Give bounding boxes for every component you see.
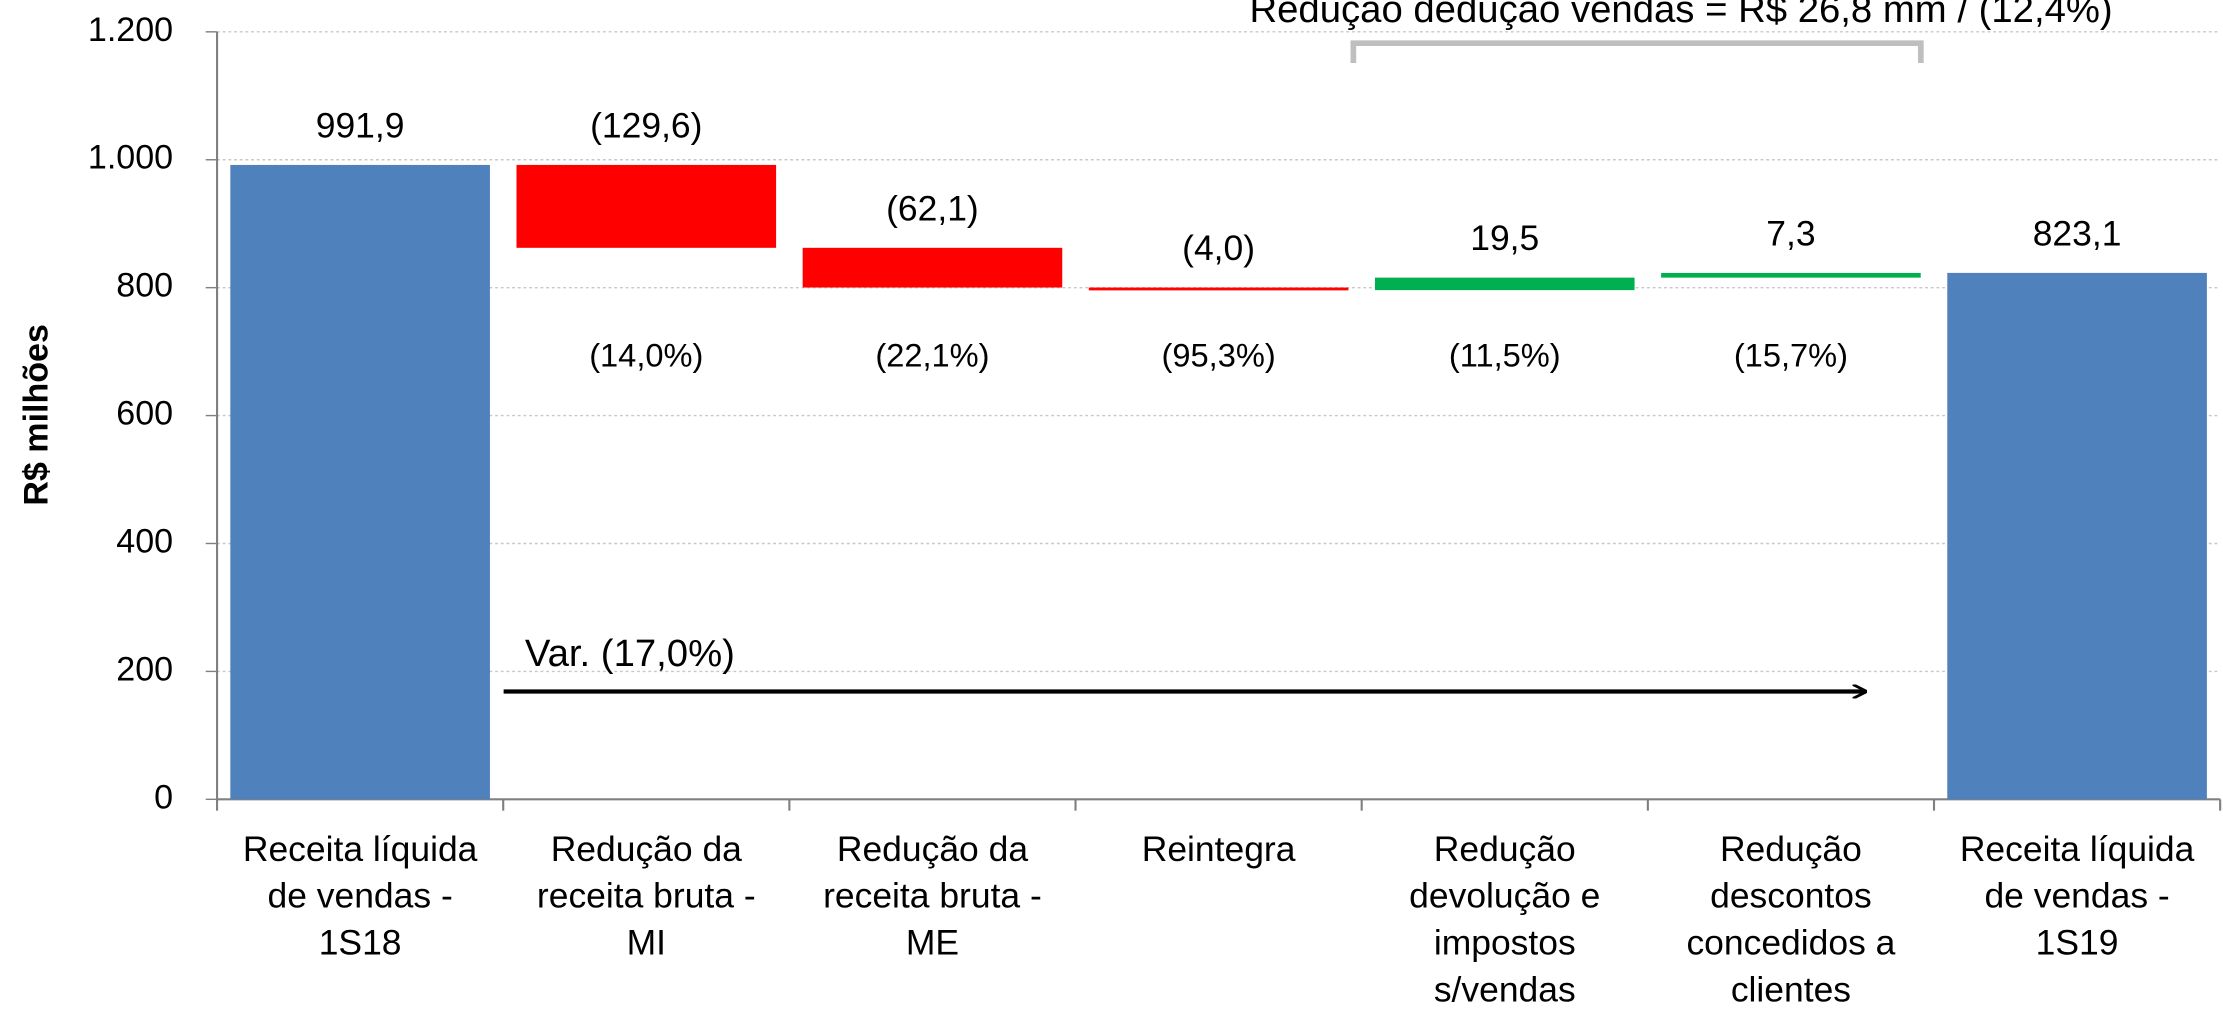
bar (1947, 272, 2207, 800)
value-label: 19,5 (1470, 218, 1539, 258)
x-tick-label-line: Reintegra (1142, 829, 1296, 869)
value-label: 7,3 (1766, 213, 1815, 253)
x-tick-label-line: receita bruta - (537, 876, 756, 916)
x-tick-label-line: s/vendas (1434, 970, 1576, 1010)
value-label: 991,9 (316, 105, 405, 145)
x-tick-label: Redução devolução e impostos s/vendas (1409, 829, 1600, 1009)
pct-label: (15,7%) (1734, 337, 1848, 374)
bar (516, 164, 777, 248)
x-tick-label: Redução descontos concedidos a clientes (1686, 829, 1895, 1009)
x-tick-label-line: de vendas - (267, 876, 452, 916)
annotation: Var. (17,0%) (525, 632, 735, 675)
x-tick-label-line: impostos (1434, 923, 1576, 963)
y-tick-label: 800 (116, 267, 173, 305)
x-tick-label: Receita líquida de vendas - 1S19 (1960, 829, 2195, 963)
x-tick-label-line: Redução da (551, 829, 742, 869)
bar (230, 164, 490, 800)
pct-label: (14,0%) (589, 337, 703, 374)
x-tick-label: Receita líquida de vendas - 1S18 (243, 829, 478, 963)
y-tick-label: 0 (154, 778, 173, 816)
x-tick-label-line: Receita líquida (1960, 829, 2195, 869)
chart-title: Redução dedução vendas = R$ 26,8 mm / (1… (1249, 0, 2112, 31)
value-label: (62,1) (886, 188, 979, 228)
x-tick-label-line: devolução e (1409, 876, 1600, 916)
grid (205, 31, 2222, 811)
y-tick-label: 1.000 (88, 139, 173, 177)
x-tick-label-line: 1S18 (319, 923, 402, 963)
pct-label: (95,3%) (1162, 337, 1276, 374)
x-tick-label-line: concedidos a (1686, 923, 1895, 963)
y-tick-label: 600 (116, 395, 173, 433)
y-axis-label: R$ milhões (17, 324, 55, 506)
x-tick-label-line: Redução (1434, 829, 1576, 869)
x-tick-label-line: MI (627, 923, 666, 963)
pct-label: (22,1%) (875, 337, 989, 374)
value-label: (4,0) (1182, 228, 1255, 268)
y-tick-label: 400 (116, 522, 173, 560)
x-tick-label-line: clientes (1731, 970, 1851, 1010)
bar (1374, 277, 1635, 291)
bar (1661, 272, 1921, 278)
x-tick-label-line: de vendas - (1984, 876, 2169, 916)
x-tick-label-line: ME (906, 923, 959, 963)
x-tick-label: Redução da receita bruta - ME (823, 829, 1042, 963)
x-tick-label: Reintegra (1142, 829, 1296, 869)
x-tick-label-line: 1S19 (2036, 923, 2119, 963)
x-tick-label-line: Redução (1720, 829, 1862, 869)
pct-label: (11,5%) (1449, 337, 1561, 374)
x-tick-label-line: Receita líquida (243, 829, 478, 869)
x-tick-label-line: Redução da (837, 829, 1028, 869)
x-tick-label-line: receita bruta - (823, 876, 1042, 916)
marks (230, 164, 2207, 800)
y-tick-label: 200 (116, 650, 173, 688)
x-tick-label: Redução da receita bruta - MI (537, 829, 756, 963)
y-tick-label: 1.200 (88, 11, 173, 49)
bracket (1350, 40, 1924, 64)
bar (802, 247, 1063, 288)
value-label: (129,6) (590, 105, 702, 145)
x-tick-label-line: descontos (1710, 876, 1872, 916)
value-label: 823,1 (2033, 213, 2122, 253)
bar (1088, 287, 1349, 291)
